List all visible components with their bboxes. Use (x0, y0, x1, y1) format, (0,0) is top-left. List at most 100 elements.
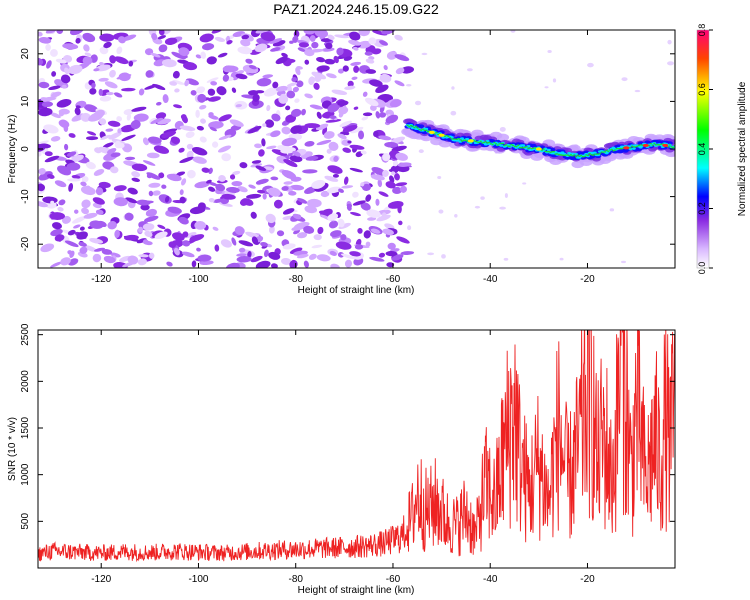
heatmap-noise-blob (349, 211, 361, 217)
heatmap-noise-layer (38, 30, 674, 268)
heatmap-noise-blob (191, 260, 197, 268)
heatmap-signal-blob (527, 147, 530, 150)
heatmap-signal-blob (515, 145, 518, 148)
heatmap-noise-blob (282, 243, 296, 250)
heatmap-noise-blob (142, 239, 149, 245)
heatmap-noise-blob (365, 241, 371, 247)
heatmap-noise-blob (124, 212, 134, 221)
heatmap-noise-blob (208, 197, 215, 203)
heatmap-noise-blob (163, 128, 178, 134)
heatmap-noise-blob (316, 254, 331, 262)
heatmap-noise-blob (140, 204, 150, 211)
heatmap-signal-blob (484, 141, 488, 143)
heatmap-signal-blob (568, 154, 571, 157)
heatmap-noise-blob (309, 104, 323, 110)
heatmap-signal-blob (489, 143, 493, 145)
heatmap-noise-blob (149, 252, 155, 259)
heatmap-noise-blob (51, 71, 57, 77)
heatmap-noise-blob (327, 34, 335, 40)
heatmap-noise-blob (334, 34, 350, 39)
heatmap-noise-blob (232, 170, 241, 175)
heatmap-noise-blob (522, 182, 527, 185)
heatmap-noise-blob (179, 156, 195, 164)
heatmap-noise-blob (181, 115, 188, 124)
heatmap-noise-blob (106, 91, 114, 96)
heatmap-noise-blob (351, 76, 358, 80)
heatmap-noise-blob (195, 54, 202, 59)
heatmap-noise-blob (544, 86, 549, 89)
heatmap-noise-blob (250, 163, 263, 168)
heatmap-noise-blob (373, 130, 379, 138)
heatmap-noise-blob (262, 193, 267, 200)
heatmap-noise-blob (303, 260, 309, 268)
heatmap-noise-blob (229, 119, 244, 127)
heatmap-noise-blob (247, 125, 262, 134)
heatmap-noise-blob (217, 145, 232, 153)
heatmap-noise-blob (427, 252, 435, 256)
heatmap-noise-blob (142, 160, 156, 166)
heatmap-noise-blob (333, 55, 339, 64)
heatmap-signal-blob (634, 146, 637, 148)
heatmap-signal-blob (649, 143, 653, 145)
heatmap-noise-blob (301, 108, 306, 116)
heatmap-noise-blob (499, 206, 507, 210)
heatmap-signal-blob (421, 128, 425, 130)
heatmap-noise-blob (208, 121, 224, 129)
heatmap-signal-blob (604, 151, 609, 155)
heatmap-noise-blob (82, 56, 93, 66)
heatmap-noise-blob (385, 114, 399, 124)
heatmap-noise-blob (138, 226, 144, 233)
heatmap-signal-blob (637, 144, 641, 147)
heatmap-noise-blob (146, 152, 160, 159)
heatmap-noise-blob (262, 123, 267, 127)
heatmap-signal-blob (629, 147, 632, 149)
heatmap-noise-blob (218, 114, 232, 122)
heatmap-noise-blob (196, 247, 201, 252)
heatmap-noise-blob (186, 143, 194, 150)
heatmap-noise-blob (281, 186, 289, 191)
heatmap-noise-blob (153, 145, 170, 154)
heatmap-signal-blob (513, 145, 516, 148)
heatmap-noise-blob (99, 47, 108, 54)
heatmap-noise-blob (158, 44, 168, 53)
heatmap-noise-blob (202, 43, 215, 51)
heatmap-signal-blob (514, 146, 519, 149)
heatmap-noise-blob (311, 179, 326, 189)
heatmap-signal-blob (611, 146, 616, 150)
heatmap-noise-blob (102, 142, 114, 149)
heatmap-noise-blob (330, 230, 342, 238)
heatmap-noise-blob (103, 41, 112, 49)
heatmap-noise-blob (109, 166, 119, 174)
heatmap-noise-blob (146, 172, 161, 180)
heatmap-noise-blob (115, 142, 125, 149)
heatmap-signal-blob (598, 152, 602, 155)
heatmap-noise-blob (392, 186, 402, 195)
heatmap-signal-blob (583, 155, 586, 158)
heatmap-noise-blob (316, 111, 322, 119)
heatmap-noise-blob (121, 134, 136, 141)
heatmap-noise-blob (61, 84, 67, 89)
heatmap-noise-blob (83, 245, 97, 252)
heatmap-noise-blob (384, 142, 399, 148)
heatmap-noise-blob (375, 84, 389, 94)
x-tick-label: -60 (386, 574, 401, 585)
heatmap-signal-blob (569, 154, 573, 156)
heatmap-noise-blob (361, 183, 371, 191)
heatmap-noise-blob (587, 62, 594, 68)
heatmap-noise-blob (199, 136, 207, 143)
heatmap-noise-blob (75, 37, 81, 44)
x-tick-label: -80 (288, 274, 303, 285)
heatmap-noise-blob (238, 240, 254, 247)
heatmap-noise-blob (98, 77, 109, 82)
heatmap-noise-blob (54, 234, 65, 242)
heatmap-noise-blob (208, 181, 218, 187)
heatmap-noise-blob (255, 165, 267, 171)
heatmap-noise-blob (262, 74, 274, 79)
heatmap-noise-blob (378, 135, 392, 141)
heatmap-noise-blob (349, 144, 365, 150)
heatmap-noise-blob (377, 209, 391, 215)
heatmap-noise-blob (354, 244, 364, 250)
heatmap-noise-blob (388, 169, 397, 173)
heatmap-noise-blob (229, 174, 236, 180)
heatmap-noise-blob (327, 102, 340, 113)
